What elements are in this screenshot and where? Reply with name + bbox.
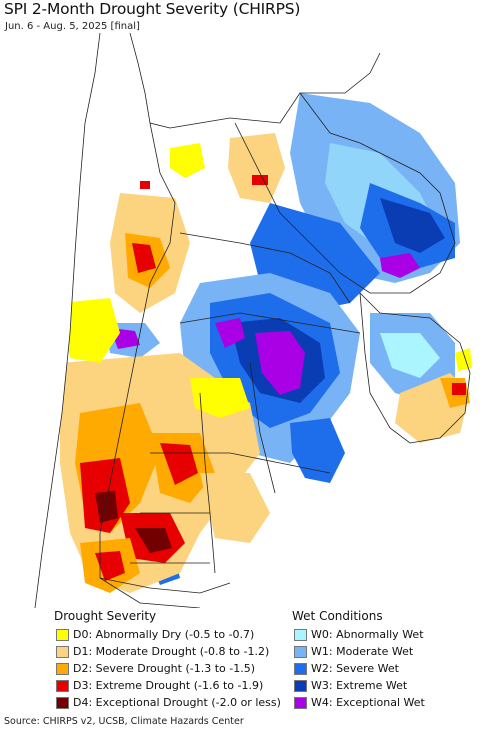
drought-legend: D0: Abnormally Dry (-0.5 to -0.7) D1: Mo… (56, 626, 281, 711)
drought-zones (60, 133, 472, 593)
legend-label-w4: W4: Exceptional Wet (311, 696, 425, 709)
legend-swatch-d0 (56, 628, 69, 641)
legend-label-d0: D0: Abnormally Dry (-0.5 to -0.7) (73, 628, 255, 641)
legend-swatch-w0 (294, 628, 307, 641)
source-credit: Source: CHIRPS v2, UCSB, Climate Hazards… (4, 716, 244, 727)
legend-swatch-d2 (56, 662, 69, 675)
wet-legend-title: Wet Conditions (292, 609, 383, 623)
legend-label-d3: D3: Extreme Drought (-1.6 to -1.9) (73, 679, 264, 692)
legend-item-d1: D1: Moderate Drought (-0.8 to -1.2) (56, 643, 281, 660)
borders (34, 33, 471, 608)
legend-label-w3: W3: Extreme Wet (311, 679, 408, 692)
legend-item-w0: W0: Abnormally Wet (294, 626, 425, 643)
legend-swatch-w4 (294, 696, 307, 709)
legend-label-d4: D4: Exceptional Drought (-2.0 or less) (73, 696, 281, 709)
legend-label-d2: D2: Severe Drought (-1.3 to -1.5) (73, 662, 256, 675)
legend-swatch-d1 (56, 645, 69, 658)
legend-item-d3: D3: Extreme Drought (-1.6 to -1.9) (56, 677, 281, 694)
legend-label-w0: W0: Abnormally Wet (311, 628, 424, 641)
map-title: SPI 2-Month Drought Severity (CHIRPS) (4, 0, 301, 18)
legend-item-w2: W2: Severe Wet (294, 660, 425, 677)
legend-label-w2: W2: Severe Wet (311, 662, 399, 675)
legend-swatch-d4 (56, 696, 69, 709)
legend-item-d2: D2: Severe Drought (-1.3 to -1.5) (56, 660, 281, 677)
legend-item-d4: D4: Exceptional Drought (-2.0 or less) (56, 694, 281, 711)
map-canvas (0, 33, 480, 608)
map-subtitle: Jun. 6 - Aug. 5, 2025 [final] (5, 21, 140, 32)
legend-item-w1: W1: Moderate Wet (294, 643, 425, 660)
drought-map (0, 33, 480, 608)
legend-swatch-w3 (294, 679, 307, 692)
legend-label-w1: W1: Moderate Wet (311, 645, 414, 658)
legend-swatch-w2 (294, 662, 307, 675)
legend-swatch-d3 (56, 679, 69, 692)
legend-item-w4: W4: Exceptional Wet (294, 694, 425, 711)
drought-legend-title: Drought Severity (54, 609, 157, 623)
legend-item-d0: D0: Abnormally Dry (-0.5 to -0.7) (56, 626, 281, 643)
ocean-mask (0, 33, 100, 608)
legend-swatch-w1 (294, 645, 307, 658)
legend-label-d1: D1: Moderate Drought (-0.8 to -1.2) (73, 645, 270, 658)
wet-legend: W0: Abnormally Wet W1: Moderate Wet W2: … (294, 626, 425, 711)
wet-zones (105, 93, 460, 585)
legend-item-w3: W3: Extreme Wet (294, 677, 425, 694)
